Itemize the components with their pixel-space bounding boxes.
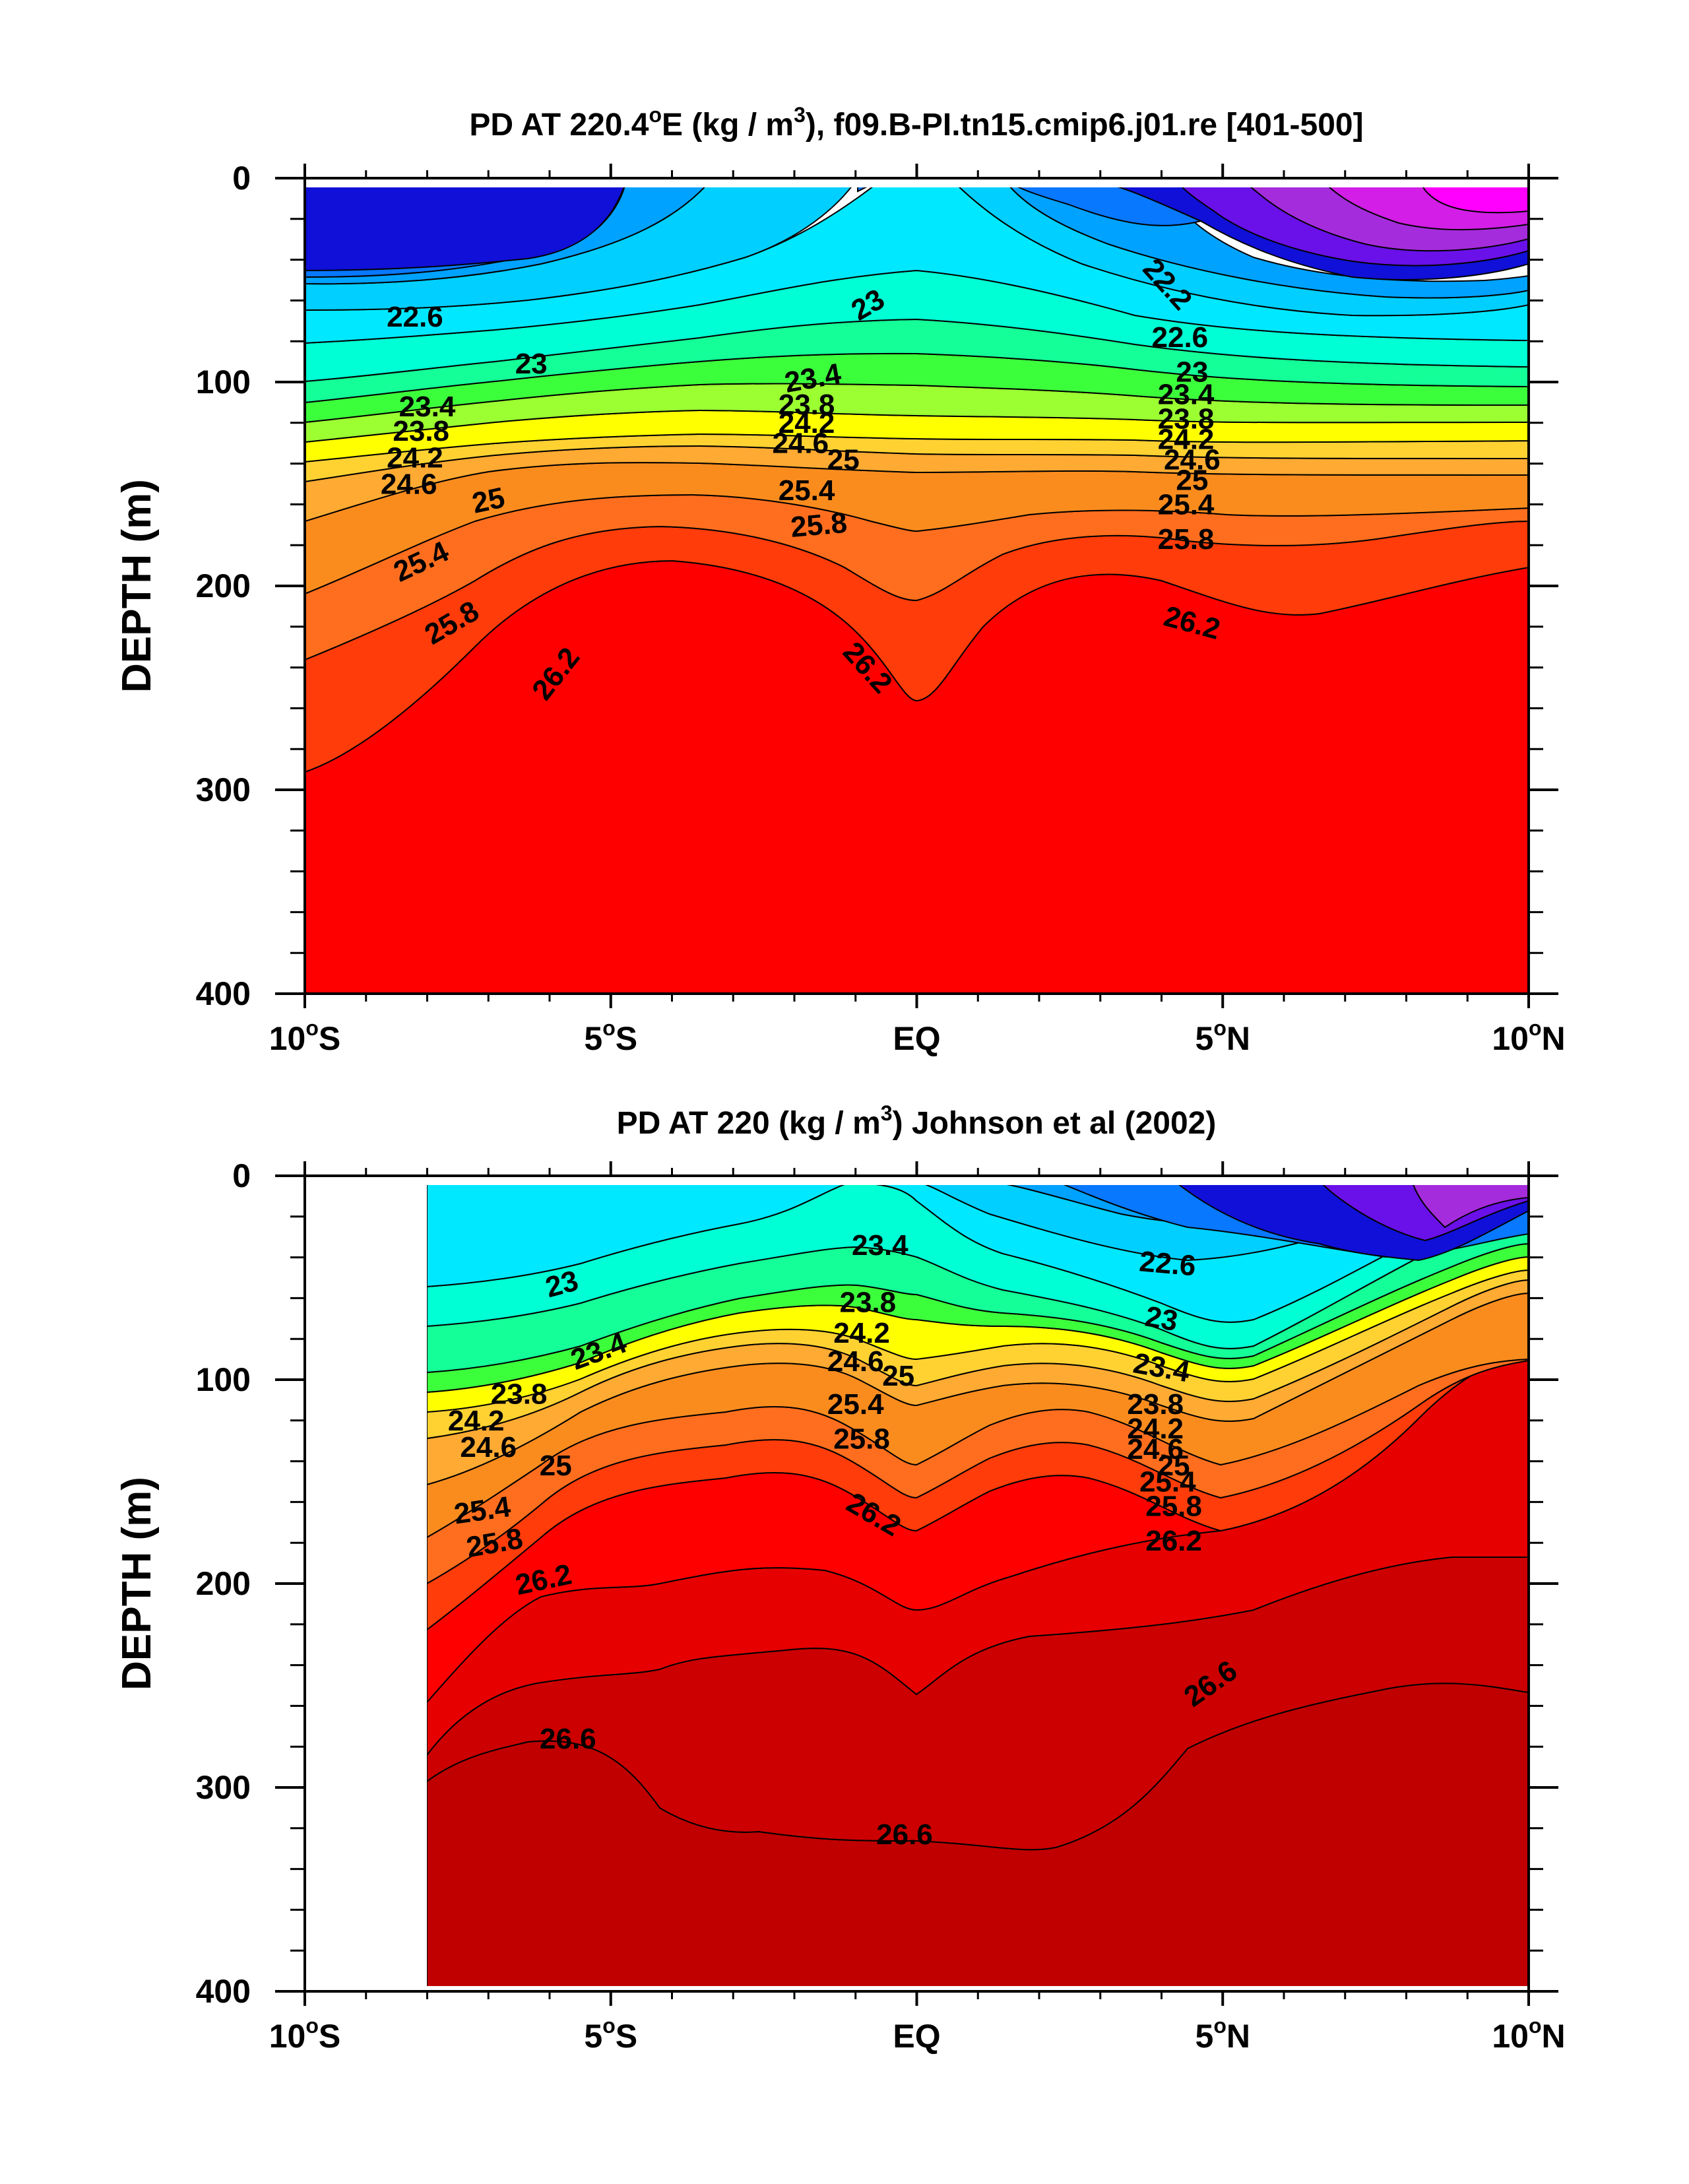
bottom-contour-label: 24.2 bbox=[1127, 1413, 1184, 1445]
top-contour-label: 24.2 bbox=[779, 407, 835, 439]
bottom-contour-label: 25.4 bbox=[827, 1388, 884, 1421]
bottom-contour-label: 23 bbox=[1143, 1300, 1180, 1337]
bottom-contour-label: 24.6 bbox=[1127, 1433, 1184, 1465]
bottom-x-tick-label: 10oS bbox=[269, 2014, 341, 2055]
bottom-contour-label: 23.8 bbox=[491, 1378, 548, 1411]
bottom-contour-label: 25 bbox=[540, 1450, 572, 1482]
top-y-tick-label: 100 bbox=[196, 364, 251, 401]
bottom-x-tick-label: 5oN bbox=[1195, 2014, 1250, 2055]
top-contour-label: 22.6 bbox=[387, 301, 443, 333]
top-contour-label: 23.8 bbox=[779, 389, 835, 421]
top-contour-label: 24.6 bbox=[1164, 443, 1221, 476]
top-contour-label: 25 bbox=[469, 482, 507, 520]
top-contour-label: 25.8 bbox=[789, 507, 848, 544]
bottom-y-tick-label: 0 bbox=[232, 1157, 251, 1194]
top-contour-label: 25.8 bbox=[1158, 523, 1215, 556]
top-x-tick-label: 5oS bbox=[584, 1016, 637, 1057]
top-contour-label: 25.4 bbox=[779, 474, 835, 507]
bottom-band-19.6 bbox=[1411, 1180, 1529, 1229]
bottom-contour-label: 22.6 bbox=[1138, 1245, 1197, 1282]
bottom-contour-label: 25.8 bbox=[1145, 1491, 1202, 1523]
bottom-contour-label: 23.8 bbox=[839, 1287, 896, 1319]
bottom-contour-label: 26.6 bbox=[540, 1723, 596, 1755]
bottom-contour-label: 24.6 bbox=[460, 1431, 517, 1463]
top-y-tick-label: 200 bbox=[196, 567, 251, 604]
bottom-y-tick-label: 200 bbox=[196, 1565, 251, 1602]
top-chart-title: PD AT 220.4oE (kg / m3), f09.B-PI.tn15.c… bbox=[469, 103, 1363, 143]
top-y-tick-label: 300 bbox=[196, 771, 251, 808]
top-contour-label: 23.4 bbox=[399, 391, 456, 423]
bottom-floor-gap bbox=[305, 1986, 1529, 1991]
top-contour-label: 23 bbox=[515, 348, 548, 380]
top-contour-label: 25 bbox=[1176, 464, 1208, 496]
bottom-contour-label: 25 bbox=[882, 1360, 914, 1392]
top-x-tick-label: 10oN bbox=[1492, 1016, 1565, 1057]
top-contour-label: 23.4 bbox=[1158, 379, 1215, 411]
top-contour-label: 24.2 bbox=[1158, 424, 1215, 456]
top-panel: PD AT 220.4oE (kg / m3), f09.B-PI.tn15.c… bbox=[114, 103, 1566, 1057]
bottom-y-tick-label: 100 bbox=[196, 1361, 251, 1398]
bottom-surface-gap bbox=[427, 1176, 1529, 1185]
top-y-axis-title: DEPTH (m) bbox=[114, 479, 160, 693]
bottom-x-tick-label: 5oS bbox=[584, 2014, 637, 2055]
top-contour-field bbox=[305, 178, 1529, 994]
bottom-x-tick-label: 10oN bbox=[1492, 2014, 1565, 2055]
top-contour-label: 25 bbox=[827, 443, 860, 476]
bottom-contour-label: 24.2 bbox=[833, 1317, 890, 1349]
top-contour-label: 23 bbox=[1176, 356, 1208, 389]
bottom-y-axis-title: DEPTH (m) bbox=[114, 1477, 160, 1690]
bottom-contour-label: 25.4 bbox=[1139, 1466, 1196, 1498]
top-y-tick-label: 0 bbox=[232, 160, 251, 197]
bottom-contour-label: 23.8 bbox=[1127, 1388, 1184, 1421]
bottom-contour-label: 23.4 bbox=[852, 1229, 908, 1262]
top-y-tick-label: 400 bbox=[196, 975, 251, 1012]
bottom-panel: PD AT 220 (kg / m3) Johnson et al (2002) bbox=[114, 1101, 1566, 2055]
top-contour-label: 22.6 bbox=[1152, 321, 1209, 354]
top-x-tick-label: 10oS bbox=[269, 1016, 341, 1057]
top-surface-gap bbox=[305, 178, 1529, 187]
bottom-contour-label: 25 bbox=[1158, 1450, 1190, 1482]
bottom-y-tick-label: 400 bbox=[196, 1973, 251, 2010]
bottom-contour-label: 26.2 bbox=[1145, 1525, 1202, 1557]
bottom-y-tick-label: 300 bbox=[196, 1769, 251, 1806]
top-contour-label: 23.8 bbox=[1158, 403, 1215, 435]
bottom-x-tick-label: EQ bbox=[893, 2018, 940, 2055]
top-band-21.0b bbox=[1002, 178, 1203, 226]
top-contour-label: 23.8 bbox=[393, 415, 449, 447]
top-axis-ticks: 10oS 5oS EQ 5oN 10oN 0 100 200 300 400 bbox=[196, 160, 1566, 1057]
bottom-contour-label: 25.8 bbox=[833, 1423, 890, 1456]
bottom-contour-label: 24.2 bbox=[448, 1405, 505, 1437]
top-x-tick-label: EQ bbox=[893, 1020, 940, 1057]
bottom-contour-field bbox=[305, 1176, 1529, 1991]
bottom-contour-label: 26.6 bbox=[876, 1818, 933, 1851]
top-contour-label: 24.2 bbox=[387, 441, 443, 474]
bottom-missing-data-area bbox=[305, 1176, 427, 1991]
top-x-tick-label: 5oN bbox=[1195, 1016, 1250, 1057]
top-contour-label: 25.4 bbox=[1158, 488, 1215, 521]
top-contour-label: 24.6 bbox=[381, 468, 437, 501]
bottom-contour-label: 25.4 bbox=[452, 1491, 513, 1531]
bottom-axis-ticks: 10oS 5oS EQ 5oN 10oN 0 100 200 300 400 bbox=[196, 1157, 1566, 2055]
bottom-chart-title: PD AT 220 (kg / m3) Johnson et al (2002) bbox=[617, 1101, 1217, 1141]
bottom-contour-label: 24.6 bbox=[827, 1345, 884, 1378]
top-contour-label: 24.6 bbox=[772, 428, 829, 460]
